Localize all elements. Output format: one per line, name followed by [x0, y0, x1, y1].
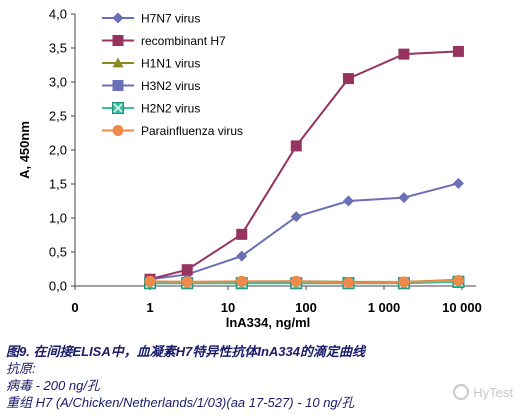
watermark-text: HyTest [473, 384, 513, 400]
caption-virus-concentration: 病毒 - 200 ng/孔 [6, 378, 100, 393]
legend-marker-parainfluenza-virus [112, 125, 124, 136]
data-point-parainfluenza-virus [398, 276, 410, 288]
y-tick-label: 1,5 [49, 177, 67, 192]
legend-marker-h2n2-virus-cross [113, 103, 123, 113]
figure-caption-title: 图9. 在间接ELISA中，血凝素H7特异性抗体InA334的滴定曲线 [6, 344, 365, 359]
data-point-parainfluenza-virus [181, 276, 193, 288]
data-point-parainfluenza-virus [452, 275, 464, 287]
x-tick-label: 0 [71, 300, 78, 315]
data-point-parainfluenza-virus [236, 275, 248, 287]
x-tick-label: 10 000 [442, 300, 482, 315]
data-point-h7n7-virus [236, 250, 248, 262]
series-line-parainfluenza-virus [149, 279, 459, 284]
data-point-recombinant-h7 [290, 140, 302, 152]
data-point-h7n7-virus [342, 195, 354, 207]
y-tick-label: 3,5 [49, 41, 67, 56]
caption-antigen-label: 抗原: [6, 361, 36, 376]
data-point-h7n7-virus [290, 211, 302, 223]
data-point-recombinant-h7 [236, 228, 248, 240]
legend-label-h3n2-virus: H3N2 virus [141, 79, 200, 93]
x-axis-title: lnA334, ng/ml [226, 315, 311, 330]
y-tick-label: 0,0 [49, 279, 67, 294]
data-point-recombinant-h7 [398, 48, 410, 60]
data-point-parainfluenza-virus [342, 277, 354, 289]
legend-marker-recombinant-h7 [112, 35, 124, 46]
x-tick-label: 1 000 [368, 300, 401, 315]
data-point-recombinant-h7 [452, 45, 464, 57]
hytest-logo-icon [453, 384, 470, 400]
data-point-parainfluenza-virus [290, 275, 302, 287]
data-point-h7n7-virus [398, 192, 410, 204]
legend-marker-h3n2-virus [112, 80, 124, 91]
titration-chart: 0,0 0,5 1,0 1,5 2,0 2,5 3,0 3,5 4,0 0 1 10 100 1 000 1… [17, 7, 482, 331]
legend-marker-h1n1-virus [112, 57, 124, 68]
x-tick-label: 10 [221, 300, 235, 315]
y-axis-title: A, 450nm [17, 121, 32, 179]
legend-label-parainfluenza-virus: Parainfluenza virus [141, 124, 243, 138]
x-tick-label: 100 [295, 300, 317, 315]
legend-marker-h7n7-virus [112, 12, 124, 24]
data-point-recombinant-h7 [342, 73, 354, 85]
legend-label-recombinant-h7: recombinant H7 [141, 34, 226, 48]
y-tick-label: 2,5 [49, 109, 67, 124]
y-tick-label: 2,0 [49, 143, 67, 158]
hytest-watermark: HyTest [453, 384, 513, 400]
data-point-recombinant-h7 [181, 264, 193, 276]
y-tick-label: 3,0 [49, 75, 67, 90]
y-tick-label: 4,0 [49, 7, 67, 22]
legend-label-h7n7-virus: H7N7 virus [141, 12, 200, 26]
data-point-parainfluenza-virus [144, 275, 156, 287]
data-point-h7n7-virus [452, 177, 464, 189]
y-tick-label: 1,0 [49, 211, 67, 226]
y-tick-label: 0,5 [49, 245, 67, 260]
legend-label-h1n1-virus: H1N1 virus [141, 57, 200, 71]
legend-label-h2n2-virus: H2N2 virus [141, 102, 200, 116]
x-tick-label: 1 [146, 300, 153, 315]
caption-recombinant-concentration: 重组 H7 (A/Chicken/Netherlands/1/03)(aa 17… [6, 395, 355, 410]
